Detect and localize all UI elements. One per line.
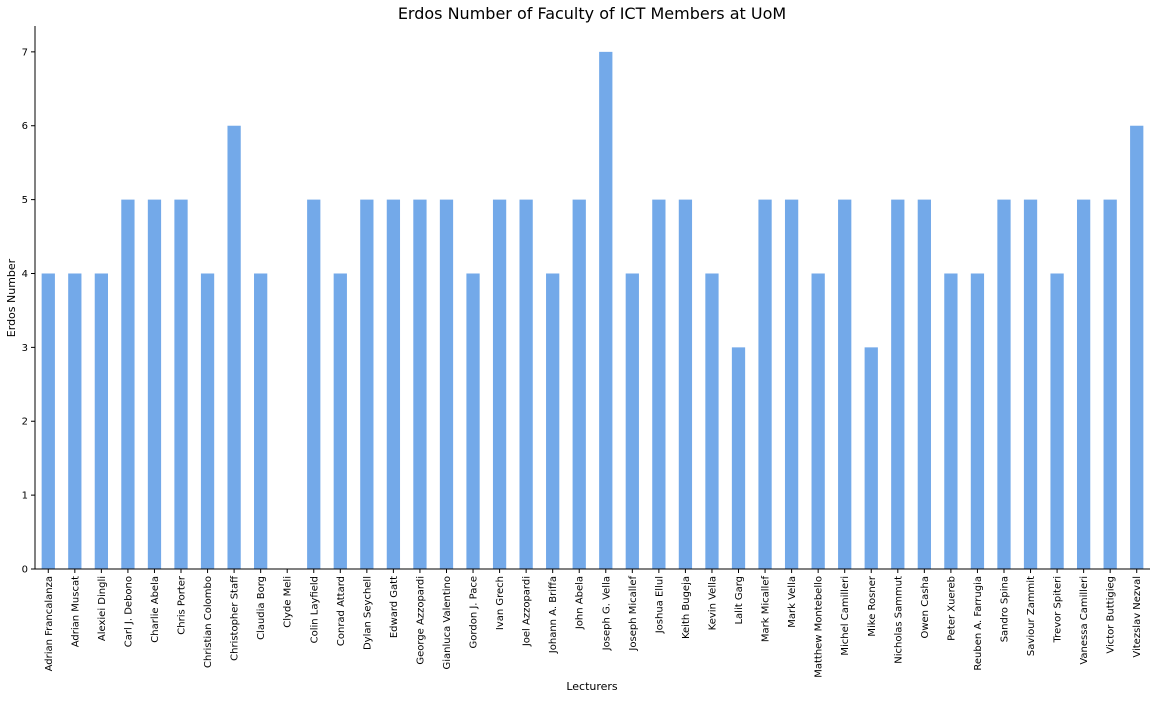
bar (41, 273, 55, 569)
x-tick-label: Vanessa Camilleri (1079, 576, 1090, 665)
bar (944, 273, 958, 569)
bar-series (41, 51, 1144, 570)
bar (1023, 199, 1038, 570)
x-tick-label: John Abela (575, 576, 586, 630)
x-axis: Adrian Francalanza Adrian Muscat Alexiei D… (35, 568, 1150, 678)
bar (1076, 199, 1091, 570)
bar (94, 273, 108, 569)
bar (492, 199, 507, 570)
bar (678, 199, 693, 570)
x-tick-label: Peter Xuereb (946, 576, 957, 641)
bar (546, 273, 560, 569)
bar (731, 347, 746, 569)
x-tick-label: Ivan Grech (495, 576, 506, 630)
bar (705, 273, 719, 569)
x-tick-label: Mark Vella (787, 576, 798, 628)
y-tick-label: 6 (22, 121, 28, 132)
bar (466, 273, 480, 569)
x-tick-label: Edward Gatt (389, 576, 400, 638)
bar (147, 199, 162, 570)
x-tick-label: Trevor Spiteri (1053, 576, 1064, 643)
bar (917, 199, 931, 570)
bar (864, 347, 878, 569)
bar (784, 199, 799, 570)
x-tick-label: Mike Rosner (867, 575, 878, 636)
x-tick-label: Victor Buttigieg (1106, 576, 1117, 654)
x-tick-label: Dylan Seychell (362, 576, 373, 650)
x-tick-label: Joshua Ellul (654, 576, 665, 634)
bar (121, 199, 135, 570)
y-tick-label: 7 (22, 47, 28, 58)
y-tick-label: 0 (22, 565, 28, 576)
x-tick-label: Chris Porter (177, 575, 188, 635)
bar (652, 199, 666, 570)
y-axis: 0 1 2 3 4 5 6 7 (22, 26, 36, 576)
x-tick-label: Gianluca Valentino (442, 576, 453, 670)
x-tick-label: Keith Bugeja (681, 576, 692, 639)
x-tick-label: Clyde Meli (283, 576, 294, 628)
x-tick-label: Alexiei Dingli (97, 576, 108, 641)
x-tick-label: Vitezslav Nezval (1132, 576, 1143, 658)
y-tick-label: 5 (22, 195, 28, 206)
x-tick-label: George Azzopardi (415, 576, 426, 665)
x-tick-label: Mark Micallef (761, 576, 772, 643)
y-tick-label: 2 (22, 417, 28, 428)
x-tick-label: Christian Colombo (203, 576, 214, 668)
x-tick-label: Charlie Abela (150, 576, 161, 643)
x-tick-label: Michel Camilleri (840, 576, 851, 656)
bar (68, 273, 82, 569)
bar (413, 199, 427, 570)
bar (625, 273, 639, 569)
y-tick-label: 4 (22, 269, 28, 280)
x-tick-label: Gordon J. Pace (469, 576, 480, 648)
y-tick-label: 3 (22, 343, 28, 354)
x-tick-label: Claudia Borg (256, 576, 267, 640)
bar (386, 199, 401, 570)
bar (599, 51, 613, 570)
bar (439, 199, 454, 570)
x-tick-label: Colin Layfield (309, 576, 320, 643)
bar (970, 273, 985, 569)
bar (891, 199, 905, 570)
bar (254, 273, 268, 569)
bar (1103, 199, 1117, 570)
bar (307, 199, 321, 570)
bar (811, 273, 825, 569)
x-tick-label: Joseph Micallef (628, 576, 639, 652)
x-tick-label: Christopher Staff (230, 575, 241, 661)
bar (1130, 125, 1144, 569)
bar (758, 199, 772, 570)
x-tick-label: Carl J. Debono (123, 576, 134, 647)
bar (572, 199, 586, 570)
y-tick-label: 1 (22, 491, 28, 502)
x-tick-label: Adrian Muscat (70, 576, 81, 647)
x-tick-label: Joel Azzopardi (522, 576, 533, 647)
x-tick-label: Johann A. Briffa (548, 576, 559, 654)
x-axis-label: Lecturers (566, 680, 618, 693)
x-tick-label: Owen Casha (920, 576, 931, 639)
y-axis-label: Erdos Number (5, 258, 18, 337)
x-tick-label: Joseph G. Vella (601, 576, 612, 651)
bar (1050, 273, 1064, 569)
x-tick-label: Conrad Attard (336, 576, 347, 646)
x-tick-label: Matthew Montebello (814, 576, 825, 678)
x-tick-label: Nicholas Sammut (893, 576, 904, 664)
bar (174, 199, 188, 570)
x-tick-label: Sandro Spina (999, 576, 1010, 642)
x-tick-label: Saviour Zammit (1026, 576, 1037, 656)
bar (838, 199, 852, 570)
bar (227, 125, 241, 569)
x-tick-label: Reuben A. Farrugia (973, 576, 984, 671)
bar (360, 199, 374, 570)
x-tick-label: Lalit Garg (734, 576, 745, 625)
bar (333, 273, 347, 569)
chart-title: Erdos Number of Faculty of ICT Members a… (398, 4, 786, 23)
x-tick-label: Adrian Francalanza (44, 576, 55, 671)
x-tick-label: Kevin Vella (707, 576, 718, 630)
bar (519, 199, 533, 570)
bar (997, 199, 1011, 570)
bar (200, 273, 215, 569)
